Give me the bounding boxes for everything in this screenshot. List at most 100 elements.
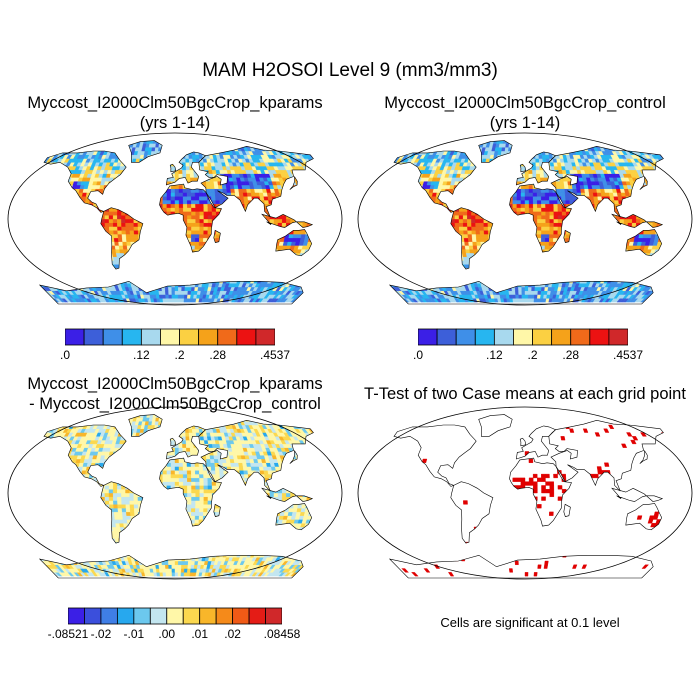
map-kparams-cell — [144, 260, 149, 265]
map-kparams-cell — [289, 226, 295, 231]
map-control-cell — [372, 242, 377, 246]
map-kparams-cell — [122, 143, 128, 148]
map-kparams-cell — [99, 249, 105, 254]
map-control-cell — [518, 298, 523, 303]
map-kparams-cell — [60, 199, 66, 205]
map-control-cell — [495, 267, 500, 273]
map-kparams-cell — [154, 196, 160, 201]
map-kparams-cell — [190, 192, 196, 197]
map-control-cell — [444, 245, 450, 250]
map-kparams-cell — [117, 275, 123, 280]
map-kparams-cell — [52, 237, 59, 242]
map-kparams-cell — [126, 237, 131, 242]
map-kparams-cell — [125, 154, 131, 159]
map-control-cell — [485, 249, 490, 254]
map-control-cell — [528, 275, 533, 280]
map-kparams-cell — [98, 271, 104, 276]
map-kparams-cell — [199, 136, 203, 140]
map-control-cell — [516, 237, 522, 242]
map-control-cell — [459, 237, 465, 242]
map-kparams-cell — [276, 136, 282, 140]
map-kparams-cell — [213, 181, 219, 186]
map-kparams-cell — [57, 252, 63, 257]
map-kparams-cell — [190, 196, 196, 201]
map-kparams-cell — [268, 249, 275, 254]
map-control-cell — [650, 264, 658, 269]
map-control-cell — [417, 249, 424, 254]
map-kparams-cell — [72, 199, 78, 205]
map-control-cell — [430, 252, 437, 257]
map-kparams-cell — [158, 211, 163, 216]
map-kparams-cell — [134, 188, 140, 193]
map-control-cell — [514, 279, 519, 284]
map-kparams-cell — [164, 154, 169, 159]
map-kparams-cell — [210, 188, 216, 193]
map-kparams-cell — [281, 147, 289, 152]
map-control-cell — [532, 237, 538, 242]
map-kparams-cell — [160, 136, 163, 140]
map-kparams-cell — [80, 207, 85, 212]
map-kparams-cell — [248, 264, 255, 269]
map-kparams-cell — [92, 252, 98, 257]
map-kparams-cell — [54, 177, 61, 182]
map-kparams-cell — [88, 230, 94, 235]
map-kparams-cell — [183, 215, 188, 220]
map-kparams-cell — [184, 136, 187, 140]
map-kparams-cell — [42, 211, 48, 216]
map-control-cell — [622, 260, 629, 265]
map-kparams-cell — [199, 196, 204, 201]
map-kparams-cell — [35, 211, 39, 215]
map-kparams-cell — [204, 260, 210, 265]
map-kparams-cell — [231, 233, 237, 239]
map-kparams-cell — [27, 204, 32, 208]
map-control-cell — [584, 245, 590, 250]
map-kparams-cell — [262, 241, 269, 246]
map-kparams-cell — [318, 253, 324, 257]
map-control-cell — [620, 256, 627, 261]
map-kparams-cell — [44, 267, 52, 273]
map-control-cell — [512, 249, 518, 254]
map-kparams-cell — [137, 267, 143, 273]
map-control-cell — [433, 279, 440, 284]
map-kparams-cell — [75, 211, 81, 216]
map-kparams-cell — [185, 169, 191, 174]
map-kparams-cell — [298, 181, 305, 186]
map-kparams-cell — [67, 275, 74, 280]
map-kparams-cell — [211, 230, 217, 235]
map-kparams-cell — [127, 252, 133, 257]
map-control-cell — [487, 283, 492, 288]
map-kparams-cell — [174, 158, 179, 163]
map-control-cell — [613, 264, 620, 269]
map-kparams-coast-samerica — [100, 207, 144, 270]
map-kparams-cell — [101, 199, 107, 205]
map-kparams-cell — [48, 283, 56, 288]
map-kparams-cell — [106, 143, 113, 148]
map-kparams-cell — [42, 256, 50, 261]
map-kparams-cell — [204, 147, 209, 152]
map-kparams-cell — [267, 237, 273, 242]
map-control-cell — [524, 271, 529, 276]
map-kparams-cell — [309, 165, 314, 171]
map-kparams-cell — [163, 267, 168, 273]
map-kparams-cell — [166, 192, 172, 197]
map-kparams-cell — [39, 256, 42, 261]
map-control-cell — [591, 275, 597, 280]
map-kparams-cell — [150, 211, 155, 216]
map-kparams-cell — [231, 203, 237, 208]
map-kparams-cell — [39, 162, 44, 167]
map-control-cell — [395, 279, 403, 284]
map-kparams-cell — [287, 260, 294, 265]
map-control-cell — [507, 283, 512, 288]
map-kparams-cell — [58, 256, 65, 261]
map-kparams-cell — [137, 203, 143, 208]
map-control-cell — [520, 249, 526, 254]
map-kparams-cell — [174, 184, 180, 189]
map-kparams-cell — [48, 196, 55, 201]
map-kparams-cell — [182, 192, 188, 197]
map-control-cell — [608, 245, 614, 250]
map-kparams-cell — [247, 256, 253, 261]
map-kparams-cell — [310, 211, 314, 216]
map-kparams-cell — [139, 279, 145, 284]
map-kparams-cell — [182, 188, 188, 193]
map-kparams-cell — [260, 230, 266, 235]
